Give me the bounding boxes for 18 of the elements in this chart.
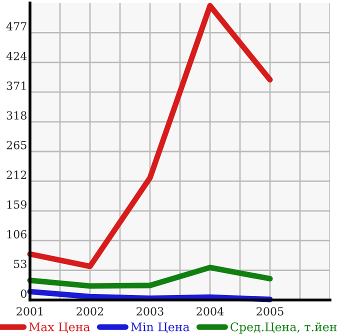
y-tick-label: 212 <box>6 170 26 179</box>
y-tick-label: 477 <box>6 22 26 30</box>
y-tick-label: 53 <box>14 260 26 268</box>
legend-label: Сред.Цена, т.йен <box>230 322 337 334</box>
x-tick-label: 2001 <box>16 307 43 316</box>
y-tick-label: 371 <box>6 82 26 90</box>
y-tick-label: 0 <box>20 289 26 298</box>
legend-label: Max Цена <box>29 322 90 334</box>
x-tick-label: 2003 <box>136 307 164 316</box>
legend-label: Min Цена <box>130 322 190 334</box>
y-tick-label: 424 <box>6 52 27 60</box>
x-tick-label: 2002 <box>76 307 104 316</box>
x-tick-label: 2005 <box>256 307 284 316</box>
y-tick-label: 159 <box>7 200 26 209</box>
x-tick-label: 2004 <box>196 307 224 316</box>
y-tick-label: 265 <box>6 140 26 150</box>
y-tick-label: 106 <box>7 230 27 238</box>
y-tick-label: 318 <box>6 111 26 120</box>
